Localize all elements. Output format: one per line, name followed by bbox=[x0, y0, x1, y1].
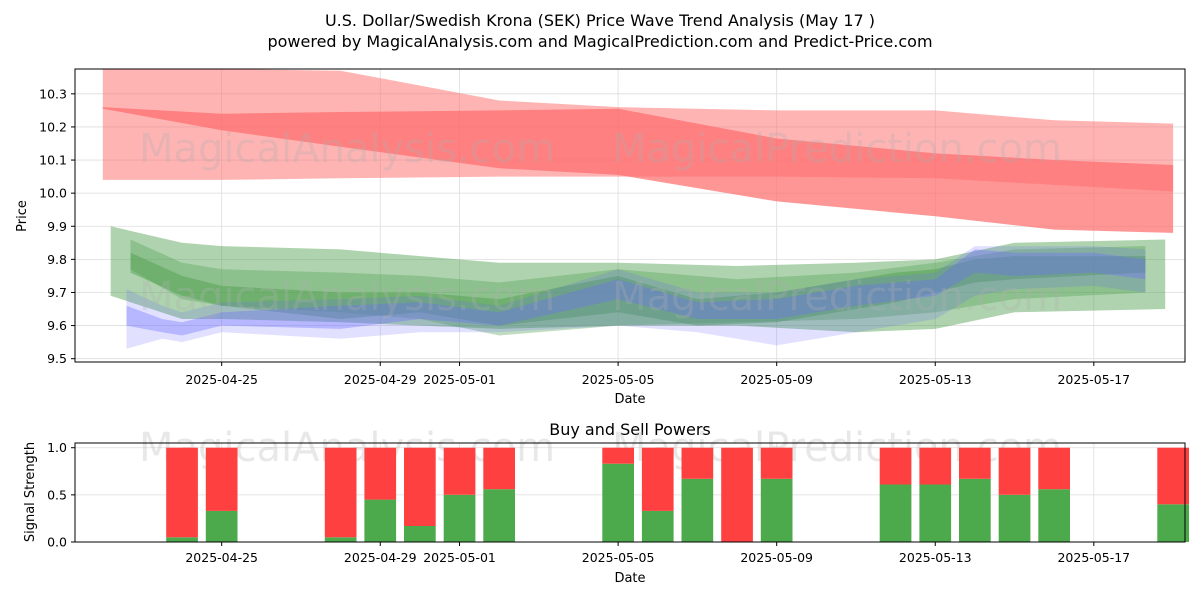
sell-bar-2025-04-25 bbox=[205, 447, 238, 511]
bar-x-tick-label-6: 2025-05-17 bbox=[1057, 550, 1130, 565]
wave-band-green-wave-mid bbox=[130, 239, 1146, 336]
buy-bar-2025-05-13 bbox=[919, 484, 952, 542]
sell-bar-2025-05-16 bbox=[1038, 447, 1070, 490]
watermark-left: MagicalAnalysis.com bbox=[139, 126, 555, 172]
sell-bar-2025-05-06 bbox=[641, 447, 674, 511]
sell-bar-2025-05-14 bbox=[959, 447, 991, 479]
sell-bar-2025-05-07 bbox=[681, 447, 714, 479]
main-y-tick-label-1: 9.6 bbox=[47, 318, 67, 333]
chart-title: U.S. Dollar/Swedish Krona (SEK) Price Wa… bbox=[325, 11, 875, 30]
main-x-tick-label-2: 2025-05-01 bbox=[423, 372, 496, 387]
buy-bar-2025-05-07 bbox=[681, 478, 714, 542]
main-x-tick-label-6: 2025-05-17 bbox=[1057, 372, 1130, 387]
sell-bar-2025-04-30 bbox=[404, 447, 436, 526]
buy-bar-2025-05-19 bbox=[1157, 504, 1189, 542]
buy-bar-2025-04-25 bbox=[205, 510, 238, 542]
main-y-tick-label-3: 9.8 bbox=[47, 252, 67, 267]
sell-bar-2025-04-28 bbox=[324, 447, 357, 538]
sell-bar-2025-05-01 bbox=[443, 447, 476, 495]
bar-watermark-right: MagicalPrediction.com bbox=[612, 425, 1062, 471]
sell-bar-2025-05-09 bbox=[760, 447, 793, 479]
sell-bar-2025-05-08 bbox=[721, 447, 753, 542]
bar-x-tick-label-3: 2025-05-05 bbox=[582, 550, 655, 565]
buy-bar-2025-05-15 bbox=[998, 494, 1031, 542]
watermark-right-2: MagicalPrediction.com bbox=[612, 274, 1062, 320]
main-x-tick-label-3: 2025-05-05 bbox=[582, 372, 655, 387]
bar-chart-title: Buy and Sell Powers bbox=[549, 420, 711, 439]
main-y-tick-label-4: 9.9 bbox=[47, 219, 67, 234]
main-x-tick-label-4: 2025-05-09 bbox=[740, 372, 813, 387]
main-y-tick-label-5: 10.0 bbox=[39, 186, 67, 201]
bar-y-axis-label: Signal Strength bbox=[23, 442, 38, 542]
buy-sell-chart: Buy and Sell Powers MagicalAnalysis.com … bbox=[23, 420, 1189, 586]
main-y-tick-label-2: 9.7 bbox=[47, 285, 67, 300]
buy-bar-2025-05-01 bbox=[443, 494, 476, 542]
watermark-right: MagicalPrediction.com bbox=[612, 126, 1062, 172]
main-y-axis-label: Price bbox=[15, 200, 30, 232]
buy-bar-2025-05-09 bbox=[760, 478, 793, 542]
main-y-tick-label-7: 10.2 bbox=[39, 119, 67, 134]
buy-bar-2025-05-14 bbox=[959, 478, 991, 542]
price-wave-chart: MagicalAnalysis.com MagicalPrediction.co… bbox=[15, 68, 1186, 407]
main-plot-frame bbox=[74, 68, 1186, 363]
bar-y-tick-label-0: 0.0 bbox=[47, 535, 67, 550]
buy-bar-2025-04-29 bbox=[364, 499, 397, 542]
bar-plot-frame bbox=[74, 442, 1186, 543]
bar-x-tick-label-5: 2025-05-13 bbox=[899, 550, 972, 565]
buy-bar-2025-05-16 bbox=[1038, 489, 1070, 542]
sell-bar-2025-05-05 bbox=[602, 447, 634, 464]
sell-bar-2025-05-02 bbox=[483, 447, 515, 490]
main-y-tick-label-8: 10.3 bbox=[39, 86, 67, 101]
bar-y-ticks: 0.0 0.5 1.0 bbox=[47, 440, 75, 550]
bar-x-tick-label-4: 2025-05-09 bbox=[740, 550, 813, 565]
bar-x-tick-label-0: 2025-04-25 bbox=[185, 550, 258, 565]
buy-bar-2025-05-12 bbox=[879, 484, 912, 542]
buy-bar-2025-05-02 bbox=[483, 489, 515, 542]
bar-x-axis-label: Date bbox=[614, 571, 645, 586]
wave-bands bbox=[102, 69, 1174, 349]
bar-x-tick-label-2: 2025-05-01 bbox=[423, 550, 496, 565]
sell-bar-2025-04-24 bbox=[166, 447, 198, 538]
wave-band-blue-wave-outer bbox=[126, 246, 1146, 349]
main-x-axis-label: Date bbox=[614, 392, 645, 407]
bar-x-ticks: 2025-04-25 2025-04-29 2025-05-01 2025-05-05… bbox=[185, 542, 1130, 565]
wave-band-green-wave-upper bbox=[110, 226, 1166, 333]
main-y-tick-label-0: 9.5 bbox=[47, 351, 67, 366]
sell-bar-2025-05-15 bbox=[998, 447, 1031, 495]
bar-y-tick-label-2: 1.0 bbox=[47, 440, 67, 455]
sell-bar-2025-05-19 bbox=[1157, 447, 1189, 505]
sell-bar-2025-05-12 bbox=[879, 447, 912, 485]
main-x-tick-label-5: 2025-05-13 bbox=[899, 372, 972, 387]
wave-band-red-wave-inner bbox=[102, 107, 1174, 233]
main-x-ticks: 2025-04-25 2025-04-29 2025-05-01 2025-05-05… bbox=[185, 362, 1130, 387]
bar-y-tick-label-1: 0.5 bbox=[47, 487, 67, 502]
main-y-tick-label-6: 10.1 bbox=[39, 153, 67, 168]
buy-bar-2025-05-05 bbox=[602, 463, 634, 542]
buy-bar-2025-04-24 bbox=[166, 537, 198, 542]
buy-bar-2025-05-06 bbox=[641, 510, 674, 542]
main-y-ticks: 9.5 9.6 9.7 9.8 9.9 10.0 10.1 10.2 10.3 bbox=[39, 86, 75, 366]
signal-bars bbox=[166, 447, 1189, 542]
wave-band-green-wave-inner bbox=[130, 252, 1146, 326]
watermark-left-2: MagicalAnalysis.com bbox=[139, 274, 555, 320]
chart-subtitle: powered by MagicalAnalysis.com and Magic… bbox=[267, 32, 932, 51]
sell-bar-2025-05-13 bbox=[919, 447, 952, 485]
buy-bar-2025-04-28 bbox=[324, 537, 357, 542]
main-x-tick-label-0: 2025-04-25 bbox=[185, 372, 258, 387]
wave-band-blue-wave-inner bbox=[126, 249, 1146, 336]
bar-x-tick-label-1: 2025-04-29 bbox=[344, 550, 417, 565]
buy-bar-2025-04-30 bbox=[404, 526, 436, 542]
sell-bar-2025-04-29 bbox=[364, 447, 397, 500]
main-x-tick-label-1: 2025-04-29 bbox=[344, 372, 417, 387]
